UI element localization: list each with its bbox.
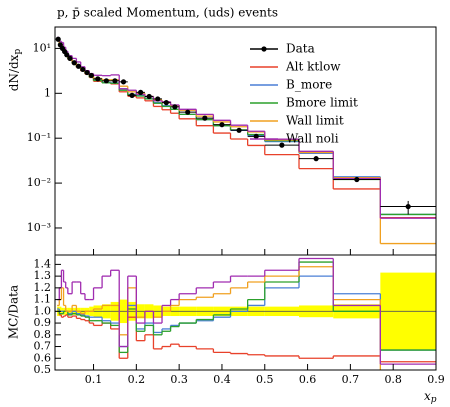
data-point xyxy=(112,78,118,84)
x-axis-label-sub: p xyxy=(431,395,437,405)
data-point xyxy=(103,78,109,84)
data-point xyxy=(84,69,90,76)
y-tick-label: 1.4 xyxy=(34,257,52,270)
data-point xyxy=(405,203,411,210)
y-tick-label: 0.9 xyxy=(34,316,52,329)
y-tick-label: 10¹ xyxy=(33,41,51,54)
y-tick-label: 0.5 xyxy=(34,363,52,376)
ratio-plot xyxy=(55,257,436,370)
data-point xyxy=(146,93,152,100)
y-tick-label: 10⁻² xyxy=(27,176,51,189)
y-tick-label: 1.3 xyxy=(34,269,52,282)
y-axis-label-sub: p xyxy=(13,49,23,55)
chart-title: p, p̄ scaled Momentum, (uds) events xyxy=(57,6,278,20)
main-frame xyxy=(54,26,437,256)
x-tick-label: 0.3 xyxy=(170,373,188,386)
x-tick-label: 0.1 xyxy=(85,373,103,386)
y-axis-label: dN/dxp xyxy=(7,49,23,92)
data-point xyxy=(95,76,101,82)
ratio-y-label: MC/Data xyxy=(7,285,21,339)
y-axis-label-main: dN/dx xyxy=(7,54,21,91)
legend-label: B_more xyxy=(286,78,332,92)
y-tick-label: 10⁻¹ xyxy=(27,131,51,144)
data-point xyxy=(155,96,161,102)
data-point xyxy=(279,142,285,148)
y-tick-label: 0.7 xyxy=(34,340,52,353)
data-point xyxy=(354,176,360,183)
data-point xyxy=(219,122,225,128)
data-point xyxy=(120,79,127,85)
data-point xyxy=(172,104,178,110)
y-tick-label: 0.8 xyxy=(34,328,52,341)
data-point xyxy=(253,133,259,139)
x-axis-label-main: x xyxy=(424,389,431,403)
legend-label: Wall noli xyxy=(286,132,339,146)
data-point xyxy=(71,60,77,66)
data-point xyxy=(80,66,86,73)
data-point xyxy=(64,52,70,58)
x-tick-label: 0.2 xyxy=(128,373,146,386)
legend-label: Bmore limit xyxy=(286,96,358,110)
x-tick-label: 0.7 xyxy=(342,373,360,386)
x-tick-label: 0.6 xyxy=(299,373,317,386)
y-tick-label: 1 xyxy=(44,86,51,99)
y-tick-label: 0.6 xyxy=(34,351,52,364)
data-point xyxy=(88,72,94,79)
data-point xyxy=(129,92,135,98)
data-point xyxy=(185,109,191,115)
x-tick-label: 0.4 xyxy=(213,373,231,386)
y-tick-label: 10⁻³ xyxy=(27,221,51,234)
data-point xyxy=(313,156,319,162)
legend-label: Data xyxy=(286,42,315,56)
data-point xyxy=(67,55,73,61)
data-point xyxy=(236,127,242,133)
legend-label: Alt ktlow xyxy=(285,60,341,74)
x-tick-label: 0.9 xyxy=(427,373,445,386)
legend-label: Wall limit xyxy=(286,114,344,128)
x-tick-label: 0.8 xyxy=(384,373,402,386)
data-point xyxy=(55,36,61,42)
main-plot xyxy=(55,36,436,245)
data-point xyxy=(202,115,208,121)
data-point xyxy=(75,63,82,69)
data-point xyxy=(138,89,144,95)
ratio-frame xyxy=(54,254,437,371)
y-tick-label: 1.1 xyxy=(34,293,52,306)
data-point xyxy=(163,100,169,106)
y-tick-label: 1.2 xyxy=(34,281,52,294)
y-tick-label: 1.0 xyxy=(34,304,52,317)
x-axis-label: xp xyxy=(424,389,437,405)
x-tick-label: 0.5 xyxy=(256,373,274,386)
legend-marker xyxy=(261,46,267,52)
